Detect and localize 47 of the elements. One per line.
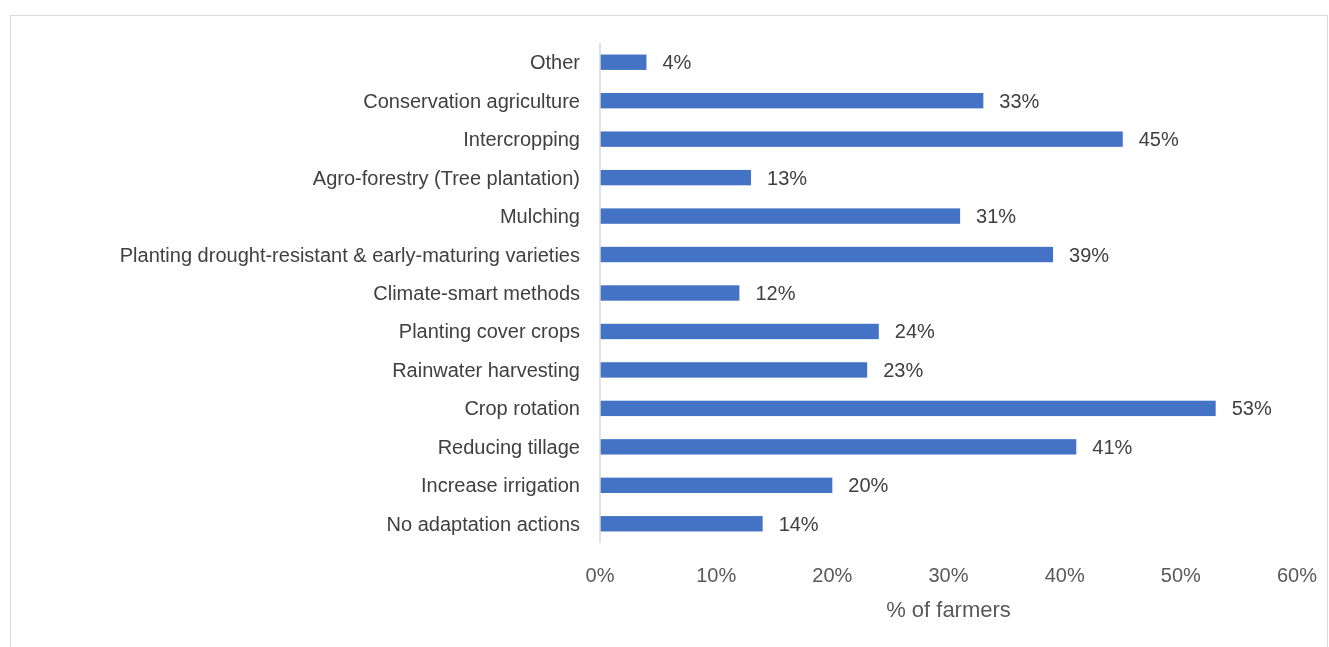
x-tick-label: 10%: [696, 564, 737, 586]
data-label: 53%: [1231, 397, 1272, 420]
bar: [600, 362, 868, 378]
data-label: 23%: [883, 358, 924, 381]
data-label: 24%: [894, 320, 936, 343]
x-tick-label: 50%: [1160, 564, 1202, 586]
y-tick-label: Agro-forestry (Tree plantation): [312, 166, 580, 189]
bar: [600, 439, 1077, 455]
y-tick-label: Planting drought-resistant & early-maturing varieties: [119, 243, 580, 266]
data-label: 12%: [755, 282, 796, 304]
y-tick-label: Rainwater harvesting: [392, 358, 580, 381]
bar: [600, 323, 879, 340]
y-tick-label: No adaptation actions: [386, 512, 580, 535]
data-label: 45%: [1138, 128, 1179, 151]
bar: [600, 93, 984, 109]
bar: [600, 54, 647, 70]
data-label: 14%: [778, 512, 819, 535]
y-tick-label: Planting cover crops: [398, 320, 580, 343]
y-tick-label: Increase irrigation: [421, 474, 580, 497]
y-tick-label: Conservation agriculture: [363, 89, 580, 112]
bar: [600, 477, 833, 493]
x-tick-label: 20%: [812, 564, 853, 586]
bar: [600, 131, 1123, 147]
y-tick-label: Reducing tillage: [437, 435, 580, 458]
bar: [600, 169, 752, 186]
data-label: 31%: [976, 205, 1017, 228]
x-tick-label: 0%: [585, 564, 615, 586]
y-tick-label: Mulching: [499, 205, 580, 228]
data-label: 4%: [662, 51, 692, 74]
y-tick-label: Crop rotation: [464, 397, 580, 420]
x-axis-title: % of farmers: [886, 596, 1011, 622]
x-tick-label: 40%: [1044, 564, 1085, 586]
bar: [600, 285, 740, 301]
bar: [600, 208, 961, 224]
data-label: 39%: [1069, 243, 1110, 266]
bar: [600, 516, 763, 532]
x-tick-label: 30%: [928, 564, 969, 586]
data-label: 13%: [767, 166, 808, 189]
data-label: 33%: [999, 89, 1040, 112]
data-label: 41%: [1092, 435, 1133, 458]
y-tick-label: Climate-smart methods: [373, 282, 580, 304]
bar: [600, 400, 1216, 417]
x-tick-label: 60%: [1276, 564, 1318, 586]
y-tick-label: Other: [529, 51, 581, 74]
bar: [600, 246, 1054, 263]
data-label: 20%: [848, 474, 889, 497]
y-tick-label: Intercropping: [463, 128, 580, 151]
